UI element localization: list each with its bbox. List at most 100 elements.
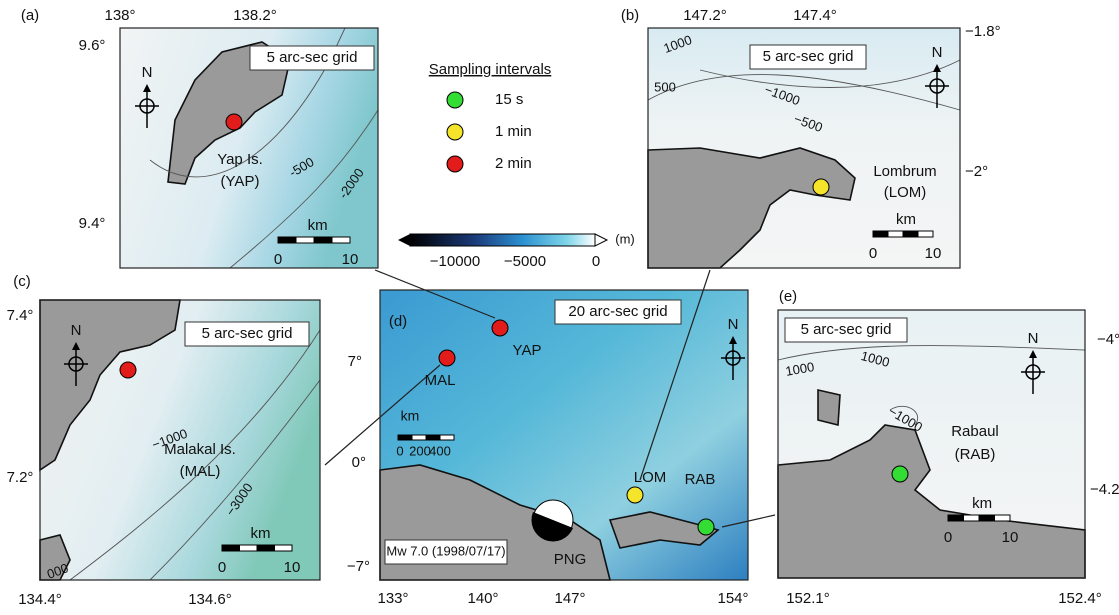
station-marker: [698, 519, 714, 535]
scale-bar: [296, 237, 314, 243]
station-marker: [447, 92, 463, 108]
colorbar-tick: 0: [592, 253, 600, 270]
land: [818, 390, 840, 425]
tick-label: 138.2°: [233, 7, 277, 24]
tick-label: 7.4°: [7, 307, 34, 324]
tick-label: 7°: [348, 353, 362, 370]
scale-bar: [903, 231, 918, 237]
tick-label: 152.4°: [1058, 590, 1102, 607]
scale-unit: km: [896, 211, 916, 228]
site-code: (RAB): [955, 446, 996, 463]
tick-label: 152.1°: [786, 590, 830, 607]
scale-tick: 0: [218, 559, 226, 576]
scale-tick: 0: [869, 245, 877, 262]
colorbar: [410, 234, 595, 246]
tick-label: 138°: [104, 7, 135, 24]
grid-note: 5 arc-sec grid: [763, 48, 854, 65]
north-label: N: [1028, 330, 1039, 347]
station-label: RAB: [685, 471, 716, 488]
colorbar-end: [595, 234, 607, 246]
grid-note: 5 arc-sec grid: [801, 321, 892, 338]
station-marker: [447, 124, 463, 140]
scale-tick: 10: [284, 559, 301, 576]
tick-label: 147°: [554, 590, 585, 607]
north-label: N: [728, 316, 739, 333]
colorbar-end: [398, 234, 410, 246]
scale-bar: [222, 545, 240, 551]
tick-label: 134.4°: [18, 591, 62, 608]
scale-unit: km: [401, 408, 420, 424]
tick-label: −4.2°: [1090, 481, 1119, 498]
scale-bar: [873, 231, 888, 237]
scale-bar: [979, 515, 995, 521]
site-code: (MAL): [180, 463, 221, 480]
tick-label: −4°: [1097, 331, 1119, 348]
scale-tick: 10: [1002, 529, 1019, 546]
colorbar-unit: (m): [615, 231, 635, 246]
site-name: Lombrum: [873, 163, 936, 180]
scale-tick: 0: [944, 529, 952, 546]
legend-title: Sampling intervals: [429, 61, 552, 78]
scale-tick: 200: [409, 443, 431, 458]
scale-bar: [918, 231, 933, 237]
colorbar-tick: −5000: [504, 253, 546, 270]
tick-label: −1.8°: [965, 23, 1001, 40]
site-name: Rabaul: [951, 423, 999, 440]
panel-label: (d): [389, 313, 407, 330]
station-label: MAL: [425, 372, 456, 389]
north-label: N: [71, 322, 82, 339]
figure: (a) 138° 138.2° 9.6° 9.4° 5 arc-sec grid N Yap …: [0, 0, 1119, 610]
site-name: Malakal Is.: [164, 441, 236, 458]
station-marker: [813, 179, 829, 195]
colorbar-tick: −10000: [430, 253, 480, 270]
legend-label: 15 s: [495, 91, 523, 108]
tick-label: −7°: [347, 558, 370, 575]
tick-label: −2°: [965, 163, 988, 180]
scale-tick: 10: [342, 251, 359, 268]
scale-bar: [964, 515, 980, 521]
scale-bar: [332, 237, 350, 243]
tick-label: 154°: [717, 590, 748, 607]
station-marker: [120, 362, 136, 378]
scale-bar: [275, 545, 293, 551]
scale-bar: [995, 515, 1011, 521]
scale-unit: km: [308, 217, 328, 234]
scale-bar: [412, 435, 426, 440]
site-code: (YAP): [221, 173, 260, 190]
scale-bar: [426, 435, 440, 440]
tick-label: 134.6°: [188, 591, 232, 608]
tick-label: 7.2°: [7, 469, 34, 486]
scale-tick: 10: [925, 245, 942, 262]
scale-tick: 0: [274, 251, 282, 268]
scale-bar: [948, 515, 964, 521]
scale-bar: [440, 435, 454, 440]
station-label: LOM: [634, 469, 667, 486]
station-marker: [226, 114, 242, 130]
panel-label: (a): [21, 7, 39, 24]
tick-label: 140°: [467, 590, 498, 607]
tick-label: 9.6°: [79, 37, 106, 54]
scale-bar: [888, 231, 903, 237]
tick-label: 9.4°: [79, 215, 106, 232]
site-code: (LOM): [884, 184, 927, 201]
panel-label: (b): [621, 7, 639, 24]
scale-unit: km: [972, 495, 992, 512]
panel-label: (e): [779, 288, 797, 305]
site-name: Yap Is.: [217, 151, 263, 168]
region-label: PNG: [554, 551, 587, 568]
station-marker: [447, 156, 463, 172]
scale-tick: 400: [429, 443, 451, 458]
station-marker: [892, 466, 908, 482]
legend-label: 2 min: [495, 155, 532, 172]
tick-label: 147.2°: [683, 7, 727, 24]
tick-label: 0°: [352, 454, 366, 471]
event-label: Mw 7.0 (1998/07/17): [386, 543, 505, 558]
station-marker: [627, 487, 643, 503]
scale-bar: [240, 545, 258, 551]
scale-bar: [257, 545, 275, 551]
station-label: YAP: [513, 342, 542, 359]
tick-label: 133°: [377, 590, 408, 607]
grid-note: 5 arc-sec grid: [267, 49, 358, 66]
scale-unit: km: [251, 525, 271, 542]
legend-label: 1 min: [495, 123, 532, 140]
